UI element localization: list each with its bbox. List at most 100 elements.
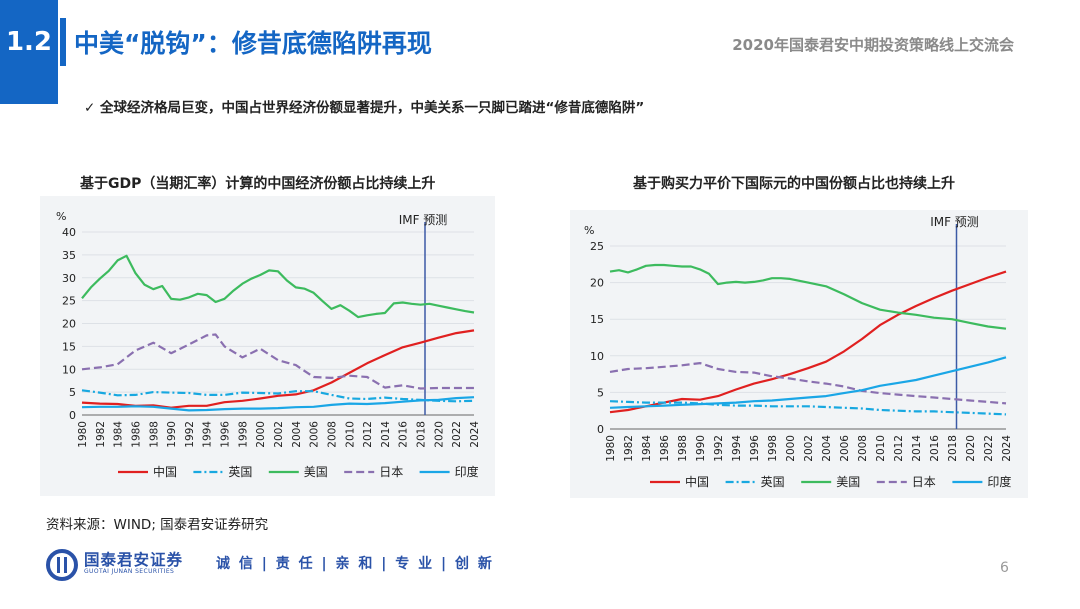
chart-panel-gdp: 0 5 10 15 20 25 30 35 40% 1980 1982 1984 1986 1988 199… <box>40 196 495 496</box>
y-tick-label: 10 <box>590 350 604 363</box>
legend-label: 英国 <box>228 465 252 479</box>
y-axis-unit: % <box>584 224 594 237</box>
event-name: 2020年国泰君安中期投资策略线上交流会 <box>732 36 1014 54</box>
chart-title-ppp: 基于购买力平价下国际元的中国份额占比也持续上升 <box>633 176 955 192</box>
x-tick-label: 2002 <box>803 435 815 462</box>
legend-label: 印度 <box>987 474 1011 489</box>
x-tick-label: 1988 <box>148 421 160 448</box>
series-line-4 <box>81 396 475 412</box>
x-tick-label: 2020 <box>965 435 977 462</box>
page-number: 6 <box>1000 560 1009 576</box>
legend-label: 日本 <box>912 475 936 489</box>
company-slogan: 诚 信 | 责 任 | 亲 和 | 专 业 | 创 新 <box>216 556 494 572</box>
bullet-point: ✓ 全球经济格局巨变，中国占世界经济份额显著提升，中美关系一只脚已踏进“修昔底德… <box>84 96 644 116</box>
y-tick-label: 0 <box>597 423 604 436</box>
chart-panel-ppp: 0 5 10 15 20 25% 1980 1982 1984 1986 1988 1990 1992 1… <box>570 210 1028 498</box>
x-tick-label: 2014 <box>911 435 923 462</box>
chart-title-gdp: 基于GDP（当期汇率）计算的中国经济份额占比持续上升 <box>80 176 436 192</box>
chart-gdp: 0 5 10 15 20 25 30 35 40% 1980 1982 1984 1986 1988 199… <box>56 210 481 479</box>
legend-label: 日本 <box>379 465 403 479</box>
y-tick-label: 25 <box>590 240 604 253</box>
y-tick-label: 10 <box>62 363 76 376</box>
section-number: 1.2 <box>0 0 58 104</box>
x-tick-label: 1984 <box>113 421 125 448</box>
x-tick-label: 2020 <box>433 421 445 448</box>
series-line-3 <box>609 362 1007 405</box>
y-tick-label: 15 <box>590 313 604 326</box>
x-tick-label: 1986 <box>130 421 142 448</box>
x-tick-label: 2022 <box>451 421 463 448</box>
x-tick-label: 2000 <box>255 421 267 448</box>
x-tick-label: 1986 <box>659 435 671 462</box>
data-source: 资料来源：WIND; 国泰君安证券研究 <box>46 517 269 533</box>
series-line-2 <box>81 254 475 319</box>
x-tick-label: 2012 <box>362 421 374 448</box>
y-tick-label: 20 <box>62 318 76 331</box>
x-tick-label: 2004 <box>291 421 303 448</box>
series-line-1 <box>81 389 475 403</box>
x-tick-label: 1980 <box>605 435 617 462</box>
x-tick-label: 2010 <box>344 421 356 448</box>
series-line-2 <box>609 263 1007 330</box>
legend-label: 印度 <box>455 464 479 479</box>
x-tick-label: 1982 <box>623 435 635 462</box>
x-tick-label: 1990 <box>166 421 178 448</box>
x-tick-label: 2002 <box>273 421 285 448</box>
x-tick-label: 2012 <box>893 435 905 462</box>
x-tick-label: 1992 <box>713 435 725 462</box>
x-tick-label: 2006 <box>839 435 851 462</box>
legend-label: 美国 <box>836 475 860 489</box>
forecast-annotation: IMF 预测 <box>930 215 979 229</box>
company-name: 国泰君安证券 <box>84 551 184 569</box>
bullet-text: 全球经济格局巨变，中国占世界经济份额显著提升，中美关系一只脚已踏进“修昔底德陷阱… <box>100 100 645 116</box>
y-tick-label: 20 <box>590 277 604 290</box>
legend-label: 美国 <box>304 465 328 479</box>
x-tick-label: 1990 <box>695 435 707 462</box>
x-tick-label: 2014 <box>380 421 392 448</box>
x-tick-label: 1998 <box>237 421 249 448</box>
x-tick-label: 2016 <box>929 435 941 462</box>
y-tick-label: 30 <box>62 272 76 285</box>
legend-label: 中国 <box>685 474 709 489</box>
x-tick-label: 2008 <box>326 421 338 448</box>
x-tick-label: 2024 <box>1001 435 1013 462</box>
series-line-0 <box>609 270 1007 414</box>
y-tick-label: 25 <box>62 295 76 308</box>
x-tick-label: 2022 <box>983 435 995 462</box>
x-tick-label: 1980 <box>77 421 89 448</box>
forecast-annotation: IMF 预测 <box>399 213 448 227</box>
y-tick-label: 15 <box>62 340 76 353</box>
x-tick-label: 2006 <box>309 421 321 448</box>
x-tick-label: 2010 <box>875 435 887 462</box>
x-tick-label: 1984 <box>641 435 653 462</box>
y-tick-label: 5 <box>69 386 76 399</box>
page-title: 中美“脱钩”：修昔底德陷阱再现 <box>74 29 432 58</box>
x-tick-label: 2000 <box>785 435 797 462</box>
series-line-1 <box>609 400 1007 416</box>
x-tick-label: 2024 <box>469 421 481 448</box>
x-tick-label: 2004 <box>821 435 833 462</box>
logo-emblem-icon <box>46 549 78 581</box>
legend-label: 英国 <box>761 475 785 489</box>
legend-label: 中国 <box>153 464 177 479</box>
chart-ppp: 0 5 10 15 20 25% 1980 1982 1984 1986 1988 1990 1992 1… <box>584 215 1013 489</box>
x-tick-label: 2016 <box>398 421 410 448</box>
y-axis-unit: % <box>56 210 66 223</box>
x-tick-label: 1992 <box>184 421 196 448</box>
company-logo <box>46 549 78 585</box>
y-tick-label: 0 <box>69 409 76 422</box>
x-tick-label: 1994 <box>731 435 743 462</box>
series-line-3 <box>81 333 474 390</box>
y-tick-label: 5 <box>597 386 604 399</box>
x-tick-label: 1988 <box>677 435 689 462</box>
x-tick-label: 2018 <box>416 421 428 448</box>
y-tick-label: 40 <box>62 226 76 239</box>
y-tick-label: 35 <box>62 249 76 262</box>
x-tick-label: 2018 <box>947 435 959 462</box>
x-tick-label: 1996 <box>220 421 232 448</box>
title-accent-bar <box>60 18 66 66</box>
check-icon: ✓ <box>84 100 96 116</box>
x-tick-label: 1994 <box>202 421 214 448</box>
company-name-en: GUOTAI JUNAN SECURITIES <box>84 568 175 575</box>
x-tick-label: 1982 <box>95 421 107 448</box>
